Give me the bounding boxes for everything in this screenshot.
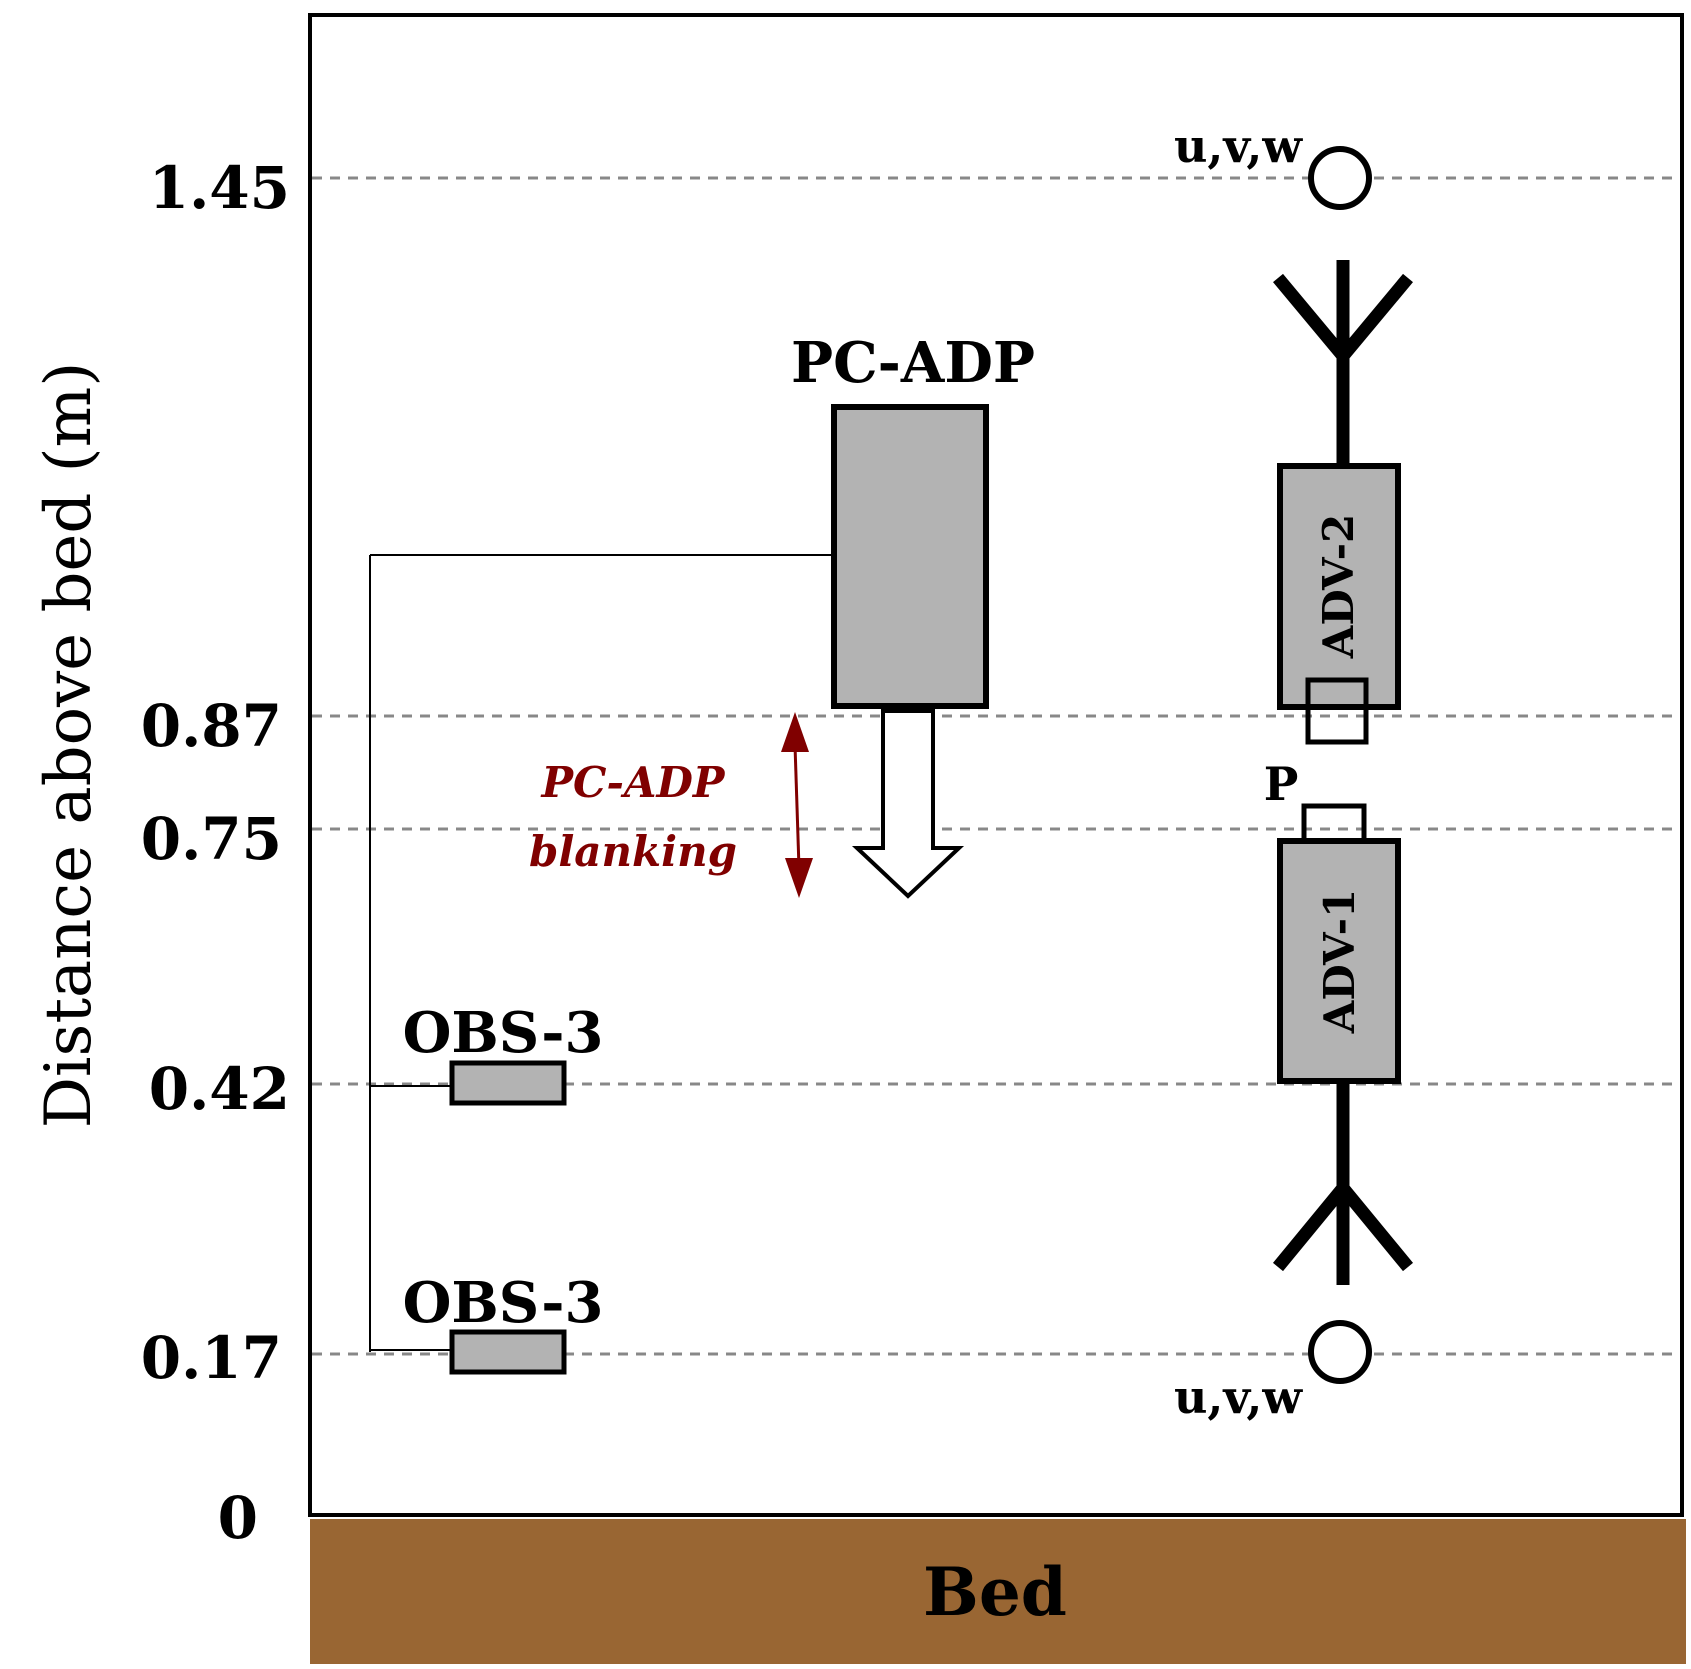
- blanking-range-line: [793, 744, 801, 869]
- velocity-upper-label: u,v,w: [1174, 119, 1303, 173]
- blanking-annotation: PC-ADP blanking: [529, 712, 813, 898]
- adv-2-body: [1277, 463, 1401, 710]
- sampling-volume-lower-icon: [1308, 1320, 1372, 1384]
- obs-lower-sensor: [449, 1329, 567, 1375]
- diagram-frame: [308, 13, 1684, 1517]
- pc-adp-body: [831, 404, 989, 709]
- height-gridlines: [312, 176, 1680, 1356]
- sampling-volume-upper-icon: [1308, 146, 1372, 210]
- tick-label-0-17: 0.17: [141, 1324, 282, 1392]
- adv-assembly: ADV-2 P ADV-1: [1264, 260, 1414, 1285]
- pressure-sensor-upper: [1305, 677, 1369, 745]
- obs-upper-sensor: [449, 1060, 567, 1106]
- y-axis-label: Distance above bed (m): [32, 362, 106, 1129]
- velocity-lower-label: u,v,w: [1174, 1370, 1303, 1424]
- tick-label-0-87: 0.87: [141, 692, 282, 760]
- tick-label-0-42: 0.42: [149, 1055, 290, 1123]
- down-arrow-icon: [851, 709, 965, 899]
- arrow-up-icon: [781, 712, 809, 752]
- obs-lower-label: OBS-3: [403, 1270, 604, 1336]
- bed-surface: [310, 1519, 1686, 1664]
- tick-label-0: 0: [218, 1484, 258, 1552]
- adv-lower-probe-icon: [1272, 1177, 1414, 1272]
- blanking-label-line1: PC-ADP: [540, 758, 725, 807]
- bed-label: Bed: [923, 1553, 1067, 1631]
- frame-connectors: [369, 554, 832, 1352]
- tick-label-0-75: 0.75: [141, 805, 282, 873]
- pc-adp-label: PC-ADP: [791, 330, 1035, 396]
- adv-1-label: ADV-1: [1315, 889, 1364, 1034]
- arrow-down-icon: [785, 858, 813, 898]
- blanking-label-line2: blanking: [529, 827, 737, 876]
- adv-2-label: ADV-2: [1314, 514, 1363, 659]
- obs-upper-label: OBS-3: [403, 1000, 604, 1066]
- tick-label-1-45: 1.45: [149, 154, 290, 222]
- adv-upper-probe-icon: [1273, 273, 1413, 367]
- pressure-label: P: [1264, 757, 1299, 811]
